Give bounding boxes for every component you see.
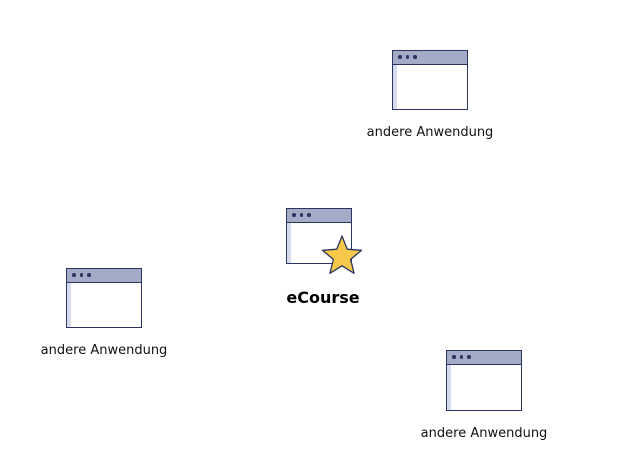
app-window-icon [66,268,142,328]
app-label: andere Anwendung [40,343,168,358]
app-label: andere Anwendung [366,125,494,140]
app-label: andere Anwendung [420,426,548,441]
star-icon [321,235,363,274]
ecourse-label: eCourse [286,288,360,307]
app-window-icon [446,350,522,411]
app-window-icon [392,50,468,110]
